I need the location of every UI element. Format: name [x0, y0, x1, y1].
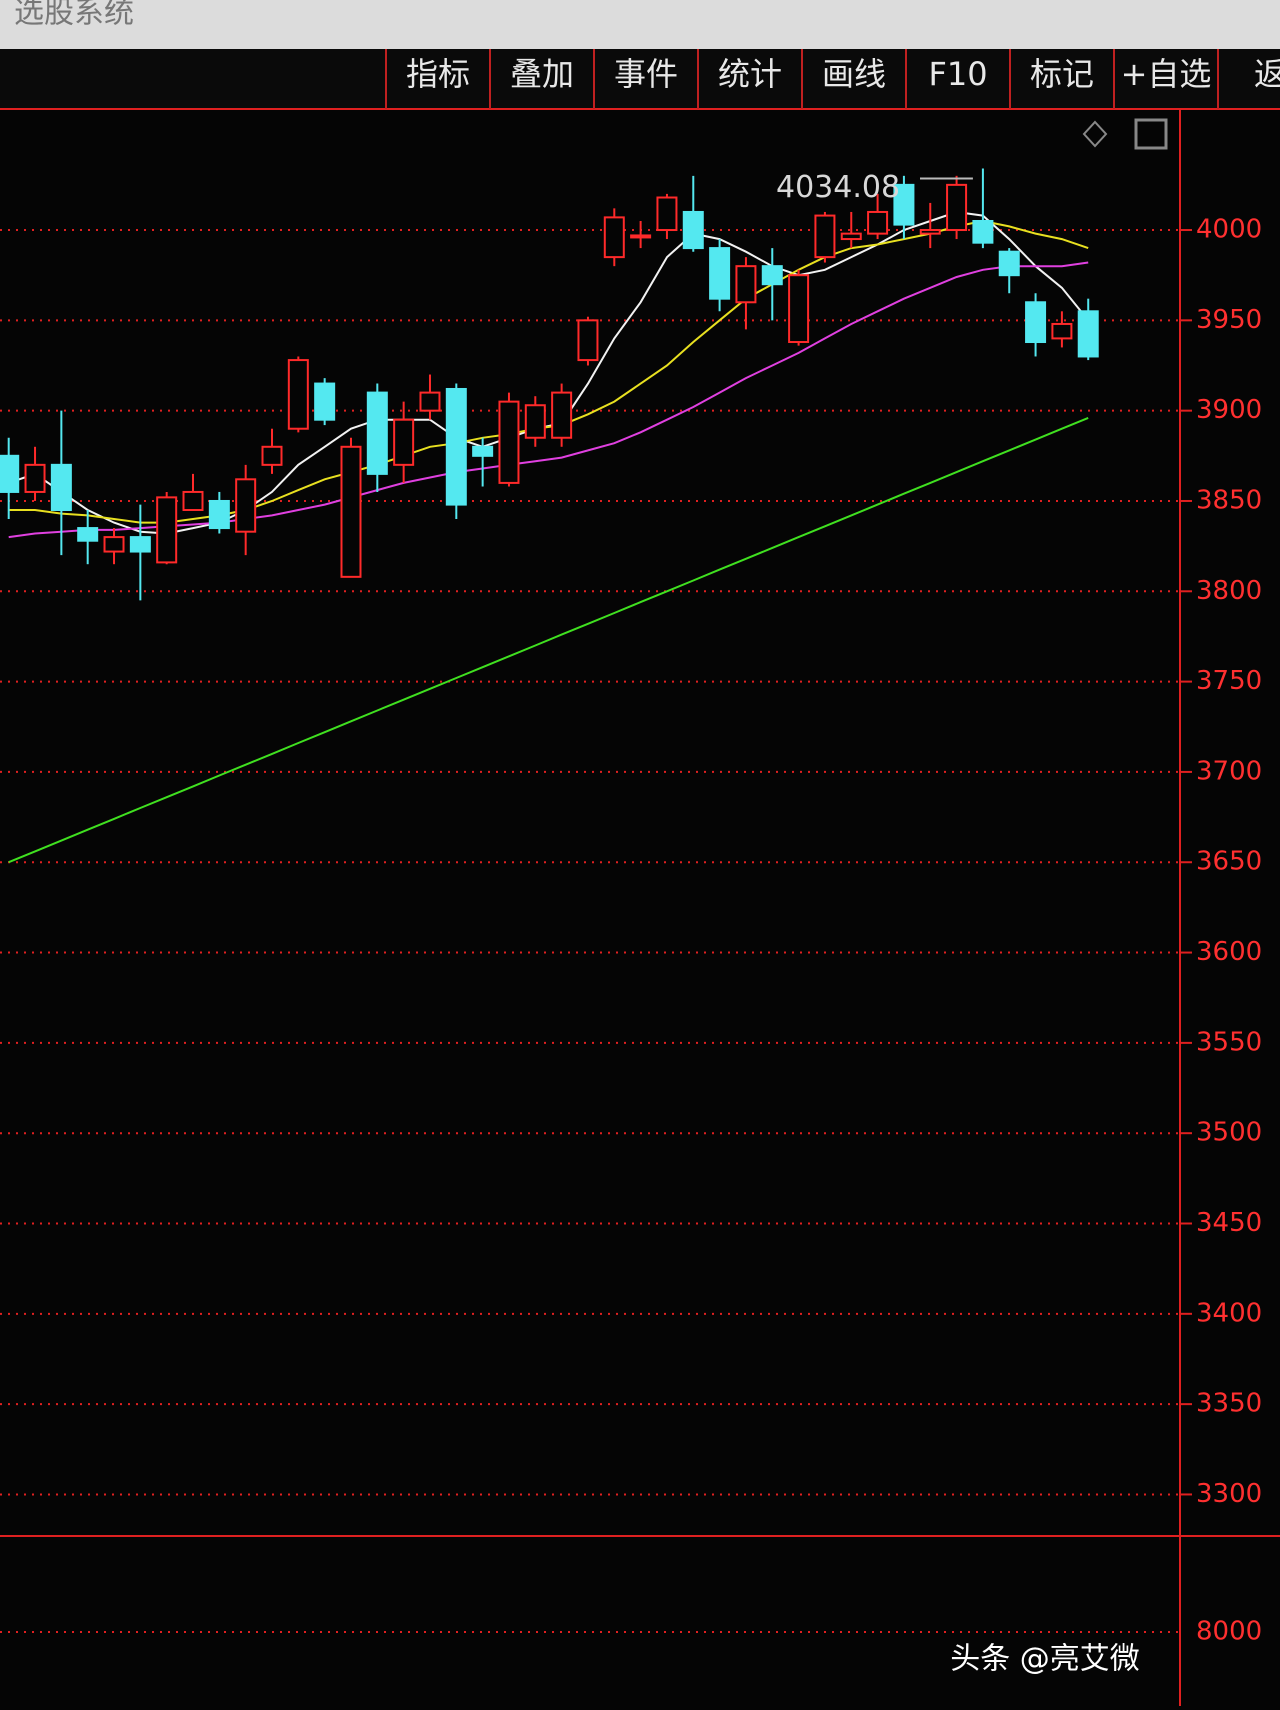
candle-body — [50, 463, 72, 512]
candle-body — [393, 418, 415, 466]
candle-body — [235, 478, 257, 533]
candle-body — [1051, 322, 1073, 340]
toolbar-button[interactable]: +自选 — [1121, 55, 1212, 93]
candle-body — [103, 536, 125, 553]
candle-body — [893, 183, 915, 226]
candle-body — [129, 536, 151, 553]
window-title: 选股系统 — [14, 0, 134, 31]
y-tick-label: 3600 — [1196, 937, 1262, 967]
candle-body — [551, 391, 573, 439]
candle-body — [867, 210, 889, 235]
toolbar-button[interactable]: 返 — [1254, 55, 1280, 93]
candle-body — [340, 445, 362, 578]
y-tick-label: 3500 — [1196, 1118, 1262, 1148]
y-tick-label: 3850 — [1196, 485, 1262, 515]
volume-tick-label: 8000 — [1196, 1617, 1262, 1647]
y-tick-label: 3550 — [1196, 1027, 1262, 1057]
candle-body — [182, 490, 204, 512]
y-tick-label: 3700 — [1196, 756, 1262, 786]
toolbar-button[interactable]: 标记 — [1030, 55, 1094, 93]
panel-icon[interactable] — [1134, 118, 1168, 150]
toolbar-button[interactable]: 叠加 — [510, 55, 574, 93]
watermark: 头条 @亮艾微 — [950, 1642, 1140, 1677]
annotation-label: 4034.08 — [776, 170, 900, 205]
candle-body — [814, 214, 836, 259]
candle-body — [261, 445, 283, 466]
candle-body — [419, 391, 441, 412]
toolbar-button[interactable]: 事件 — [614, 55, 678, 93]
toolbar-button[interactable]: 指标 — [406, 55, 470, 93]
candle-body — [840, 232, 862, 241]
ma-line — [8, 219, 1089, 524]
toolbar — [0, 49, 1280, 109]
candle-body — [919, 229, 941, 235]
ma-line — [8, 261, 1089, 539]
toolbar-button[interactable]: 画线 — [822, 55, 886, 93]
y-tick-label: 4000 — [1196, 215, 1262, 245]
candle-body — [946, 183, 968, 232]
candle-body — [1077, 310, 1099, 358]
candle-body — [0, 454, 20, 493]
toolbar-button[interactable]: F10 — [928, 55, 987, 93]
candle-body — [366, 391, 388, 475]
ma-line — [8, 416, 1089, 864]
y-tick-label: 3450 — [1196, 1208, 1262, 1238]
candle-body — [735, 265, 757, 304]
y-tick-label: 3400 — [1196, 1298, 1262, 1328]
candle-body — [472, 445, 494, 457]
y-tick-label: 3800 — [1196, 576, 1262, 606]
candle-body — [761, 265, 783, 286]
y-tick-label: 3300 — [1196, 1479, 1262, 1509]
candle-body — [524, 404, 546, 439]
candle-body — [445, 387, 467, 506]
candle-body — [630, 234, 652, 239]
title-bar — [0, 0, 1280, 49]
candle-body — [682, 210, 704, 250]
candle-body — [788, 274, 810, 344]
candle-body — [498, 400, 520, 484]
candle-body — [24, 463, 46, 493]
candle-body — [314, 382, 336, 421]
candle-body — [656, 196, 678, 232]
toolbar-button[interactable]: 统计 — [718, 55, 782, 93]
y-tick-label: 3650 — [1196, 847, 1262, 877]
candle-body — [156, 496, 178, 564]
y-tick-label: 3350 — [1196, 1389, 1262, 1419]
y-tick-label: 3750 — [1196, 666, 1262, 696]
y-tick-label: 3900 — [1196, 395, 1262, 425]
diamond-icon[interactable] — [1082, 120, 1108, 148]
candle-body — [287, 359, 309, 430]
candle-body — [77, 527, 99, 542]
candle-body — [998, 250, 1020, 277]
candle-body — [603, 216, 625, 259]
candle-body — [577, 319, 599, 362]
y-tick-label: 3950 — [1196, 305, 1262, 335]
candle-body — [972, 219, 994, 244]
candle-body — [208, 499, 230, 530]
candle-body — [1025, 301, 1047, 344]
candle-body — [709, 247, 731, 300]
